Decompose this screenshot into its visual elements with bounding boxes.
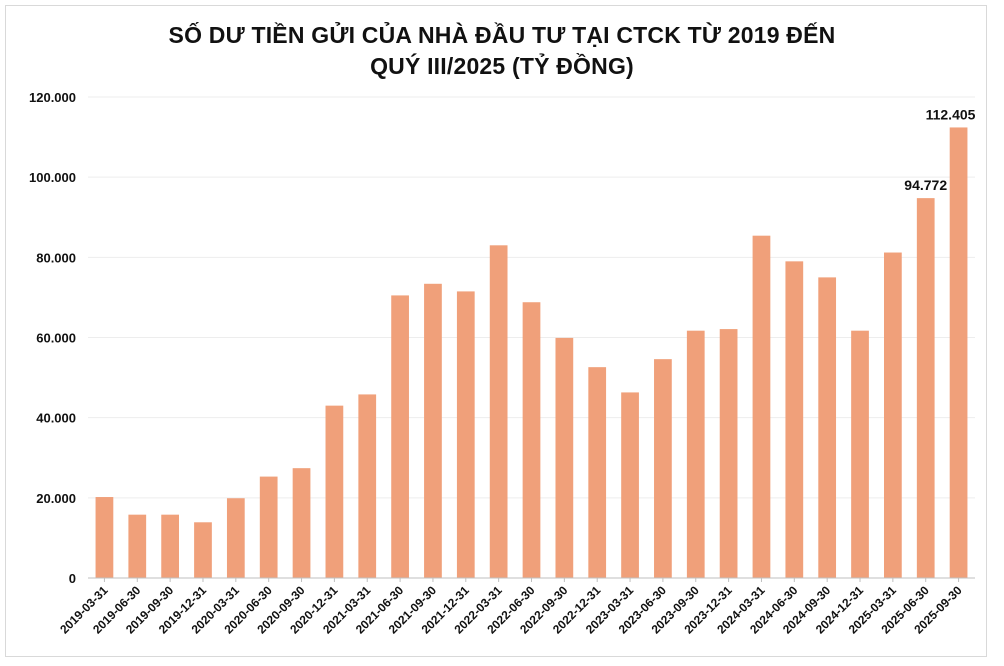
bar (391, 295, 409, 578)
bar (851, 330, 869, 578)
y-tick-label: 40.000 (36, 411, 76, 426)
bar (752, 235, 771, 578)
bar (686, 330, 705, 578)
data-label: 94.772 (904, 177, 947, 193)
bar (555, 337, 574, 578)
bar (719, 329, 738, 578)
bar (522, 302, 541, 578)
bar (818, 277, 837, 578)
bar (424, 283, 442, 578)
chart-title: SỐ DƯ TIỀN GỬI CỦA NHÀ ĐẦU TƯ TẠI CTCK T… (0, 20, 1004, 82)
bar (949, 127, 968, 578)
bar (456, 291, 475, 578)
bar (194, 522, 212, 578)
bar (292, 468, 311, 578)
bar (259, 476, 278, 578)
bar (325, 405, 344, 578)
chart-title-line-2: QUÝ III/2025 (TỶ ĐỒNG) (370, 53, 634, 79)
bar (489, 245, 508, 578)
x-axis: 2019-03-312019-06-302019-09-302019-12-31… (57, 577, 975, 637)
data-labels: 94.772 112.405 (904, 106, 975, 193)
bar (358, 394, 377, 578)
bar (621, 392, 639, 578)
y-axis: 0 20.000 40.000 60.000 80.000 100.000 120.000 (29, 90, 76, 586)
chart-title-line-1: SỐ DƯ TIỀN GỬI CỦA NHÀ ĐẦU TƯ TẠI CTCK T… (168, 22, 836, 48)
bar (95, 497, 114, 578)
data-label: 112.405 (926, 106, 976, 122)
bar (161, 514, 179, 578)
y-tick-label: 100.000 (29, 170, 76, 185)
y-tick-label: 60.000 (36, 331, 76, 346)
bar (654, 359, 672, 578)
bars (95, 127, 968, 579)
bar (128, 514, 147, 578)
y-tick-label: 20.000 (36, 491, 76, 506)
y-tick-label: 0 (69, 571, 76, 586)
bar (785, 261, 804, 578)
bar (916, 198, 935, 578)
y-tick-label: 80.000 (36, 250, 76, 265)
bar (884, 252, 902, 579)
y-tick-label: 120.000 (29, 90, 76, 105)
bar (588, 367, 607, 578)
bar (226, 498, 245, 578)
